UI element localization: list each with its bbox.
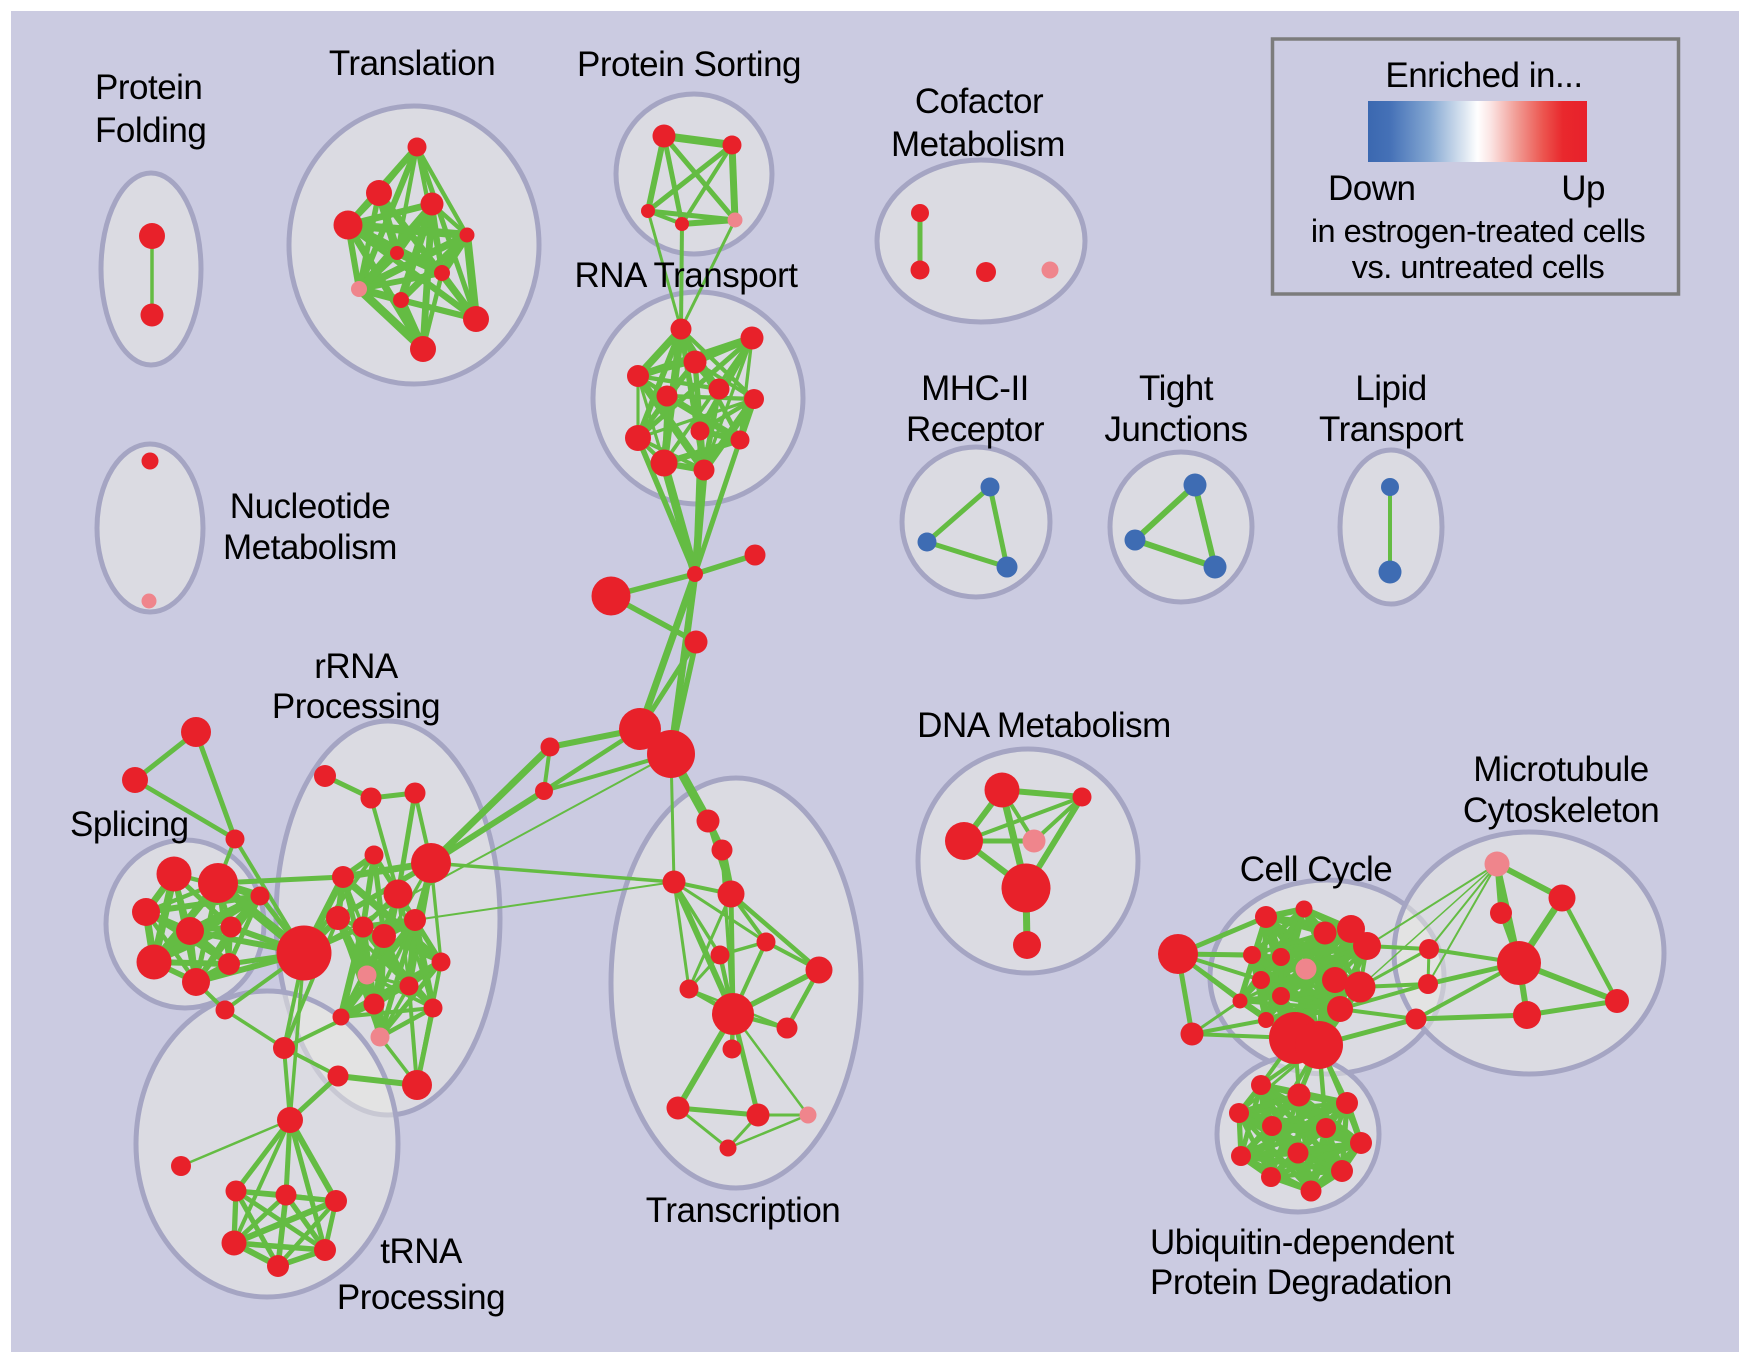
svg-text:Tight: Tight: [1139, 369, 1214, 408]
svg-text:Processing: Processing: [337, 1278, 505, 1317]
svg-text:Cofactor: Cofactor: [915, 82, 1044, 121]
svg-text:Up: Up: [1561, 169, 1605, 208]
svg-text:Microtubule: Microtubule: [1473, 750, 1648, 789]
svg-text:Processing: Processing: [272, 687, 440, 726]
svg-text:Ubiquitin-dependent: Ubiquitin-dependent: [1150, 1223, 1455, 1262]
svg-text:Enriched in...: Enriched in...: [1385, 56, 1582, 95]
svg-text:Splicing: Splicing: [70, 805, 189, 844]
svg-text:Receptor: Receptor: [906, 410, 1045, 449]
svg-text:rRNA: rRNA: [314, 647, 399, 686]
svg-text:Folding: Folding: [95, 111, 206, 150]
svg-text:Nucleotide: Nucleotide: [230, 487, 390, 526]
svg-text:MHC-II: MHC-II: [921, 369, 1029, 408]
svg-text:Protein Degradation: Protein Degradation: [1150, 1263, 1452, 1302]
svg-text:Down: Down: [1328, 169, 1415, 208]
svg-text:Protein: Protein: [95, 68, 202, 107]
svg-text:Lipid: Lipid: [1355, 369, 1426, 408]
svg-text:Transport: Transport: [1319, 410, 1464, 449]
svg-text:Translation: Translation: [329, 44, 495, 83]
svg-text:in estrogen-treated cells: in estrogen-treated cells: [1311, 213, 1646, 249]
svg-text:Cell Cycle: Cell Cycle: [1240, 850, 1393, 889]
svg-text:RNA Transport: RNA Transport: [574, 256, 798, 295]
svg-text:DNA Metabolism: DNA Metabolism: [917, 706, 1171, 745]
svg-text:Metabolism: Metabolism: [891, 125, 1065, 164]
svg-text:vs. untreated cells: vs. untreated cells: [1352, 249, 1605, 285]
svg-text:Transcription: Transcription: [646, 1191, 841, 1230]
svg-text:tRNA: tRNA: [380, 1232, 463, 1271]
svg-text:Protein Sorting: Protein Sorting: [577, 45, 801, 84]
svg-text:Metabolism: Metabolism: [223, 528, 397, 567]
svg-text:Cytoskeleton: Cytoskeleton: [1463, 791, 1659, 830]
svg-text:Junctions: Junctions: [1104, 410, 1247, 449]
